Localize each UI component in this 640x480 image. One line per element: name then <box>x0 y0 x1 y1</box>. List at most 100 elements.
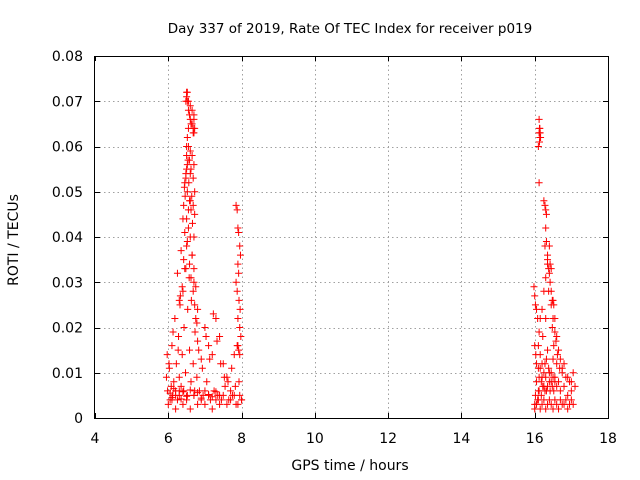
data-point <box>551 328 559 336</box>
data-point <box>189 124 197 132</box>
data-point <box>194 389 202 397</box>
x-axis-title: GPS time / hours <box>291 458 408 474</box>
data-point <box>169 328 177 336</box>
data-point <box>208 393 216 401</box>
data-point <box>183 97 191 105</box>
data-point <box>567 378 575 386</box>
data-point <box>186 111 194 119</box>
data-point <box>186 197 194 205</box>
data-point <box>183 143 191 150</box>
data-point <box>537 133 545 141</box>
data-point <box>531 292 539 300</box>
data-point <box>235 228 243 236</box>
data-point <box>534 143 542 150</box>
data-point <box>236 305 244 313</box>
data-point <box>547 369 555 377</box>
data-point <box>564 391 572 399</box>
data-point <box>537 391 545 399</box>
data-point <box>569 369 577 377</box>
data-point <box>188 251 196 259</box>
data-point <box>227 396 235 404</box>
data-point <box>530 283 538 291</box>
data-point <box>186 386 194 394</box>
data-point <box>531 301 539 309</box>
x-tick-label: 4 <box>91 431 100 447</box>
data-point <box>180 201 188 209</box>
data-point <box>569 400 577 408</box>
data-point <box>178 283 186 291</box>
data-point <box>541 242 549 250</box>
data-point <box>187 120 195 128</box>
data-point <box>208 351 216 359</box>
x-tick-label: 8 <box>237 431 246 447</box>
data-point <box>186 147 194 155</box>
data-point <box>194 337 202 345</box>
data-point <box>212 388 220 396</box>
data-point <box>210 387 218 395</box>
data-point <box>182 170 190 178</box>
data-point <box>571 382 579 390</box>
data-point <box>193 319 201 327</box>
data-point <box>539 333 547 341</box>
data-point <box>555 346 563 354</box>
data-point <box>179 400 187 408</box>
data-point <box>175 333 183 341</box>
data-point <box>235 346 243 354</box>
data-point <box>546 278 554 286</box>
data-point <box>537 378 545 386</box>
data-point <box>179 215 187 223</box>
data-point <box>201 400 209 408</box>
data-point <box>221 382 229 390</box>
data-point <box>194 400 202 408</box>
data-point <box>193 373 201 381</box>
y-tick-label: 0.05 <box>52 185 83 201</box>
data-point <box>179 388 187 396</box>
data-point <box>550 342 558 350</box>
data-point <box>192 314 200 322</box>
data-point <box>236 242 244 250</box>
data-point <box>545 269 553 277</box>
data-point <box>236 251 244 259</box>
data-point <box>191 301 199 309</box>
data-point <box>190 265 198 273</box>
chart-title: Day 337 of 2019, Rate Of TEC Index for r… <box>168 21 532 37</box>
y-tick-label: 0.03 <box>52 275 83 291</box>
data-point <box>174 346 182 354</box>
data-point <box>556 387 564 395</box>
y-tick-label: 0.04 <box>52 230 83 246</box>
data-point <box>202 333 210 341</box>
data-point <box>216 400 224 408</box>
data-point <box>533 305 541 313</box>
x-tick-label: 10 <box>306 431 324 447</box>
data-point <box>233 342 241 350</box>
data-point <box>553 351 561 359</box>
data-point <box>172 360 180 368</box>
data-point <box>217 360 225 368</box>
data-point <box>182 265 190 273</box>
data-point <box>188 192 196 200</box>
data-point <box>177 247 185 255</box>
data-point <box>550 387 558 395</box>
data-point <box>172 391 180 399</box>
data-point <box>555 405 563 413</box>
data-point <box>234 314 242 322</box>
data-point <box>177 395 185 403</box>
data-point <box>220 373 228 381</box>
data-point <box>163 351 171 359</box>
data-point <box>542 224 550 232</box>
data-point <box>542 210 550 218</box>
y-axis-title: ROTI / TECUs <box>6 194 22 286</box>
data-point <box>165 364 173 372</box>
data-point <box>182 369 190 377</box>
y-tick-label: 0 <box>74 411 83 427</box>
data-point <box>556 355 564 363</box>
data-point <box>567 387 575 395</box>
data-point <box>545 364 553 372</box>
data-point <box>234 260 242 268</box>
data-point <box>548 324 556 331</box>
data-point <box>542 274 550 282</box>
data-point <box>234 400 242 408</box>
data-point <box>172 405 180 413</box>
data-point <box>538 360 546 368</box>
data-point <box>540 369 548 377</box>
